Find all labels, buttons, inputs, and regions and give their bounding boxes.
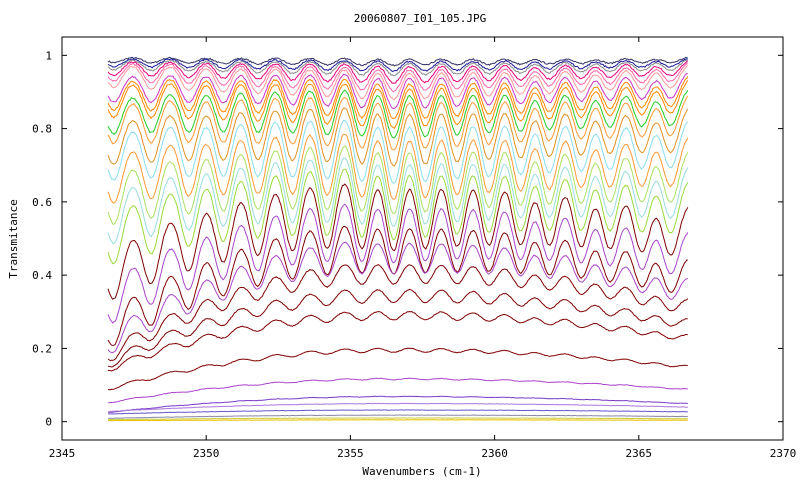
chart-title: 20060807_I01_105.JPG <box>354 12 486 25</box>
x-tick-label: 2370 <box>770 447 797 460</box>
y-tick-label: 1 <box>45 49 52 62</box>
series-line-22 <box>107 264 689 362</box>
series-line-20 <box>107 225 688 346</box>
series-group <box>107 56 689 422</box>
y-axis: 0 0.2 0.4 0.6 0.8 1 <box>32 49 783 429</box>
y-tick-label: 0.8 <box>32 123 52 136</box>
y-tick-label: 0 <box>45 416 52 429</box>
series-line-29 <box>108 409 688 415</box>
x-tick-label: 2360 <box>481 447 508 460</box>
series-line-14 <box>107 133 689 204</box>
series-line-25 <box>107 347 688 391</box>
x-tick-label: 2345 <box>49 447 76 460</box>
series-line-27 <box>108 395 688 413</box>
series-line-26 <box>107 377 688 404</box>
series-line-8 <box>107 76 689 120</box>
series-line-11 <box>107 95 689 151</box>
plot-frame <box>61 36 784 441</box>
series-line-10 <box>107 89 689 139</box>
series-line-6 <box>107 64 689 100</box>
x-tick-label: 2355 <box>337 447 364 460</box>
series-line-17 <box>107 168 689 265</box>
series-line-21 <box>107 241 688 354</box>
series-line-13 <box>107 119 689 184</box>
series-line-1 <box>107 56 688 67</box>
series-line-19 <box>107 203 689 324</box>
x-axis-label: Wavenumbers (cm-1) <box>362 465 481 478</box>
series-line-4 <box>107 61 688 84</box>
series-line-30 <box>108 414 688 419</box>
series-line-5 <box>107 63 688 93</box>
x-tick-label: 2365 <box>626 447 653 460</box>
y-tick-label: 0.2 <box>32 342 52 355</box>
series-line-12 <box>107 107 689 167</box>
series-line-31 <box>108 417 688 421</box>
y-tick-label: 0.4 <box>32 269 52 282</box>
series-line-3 <box>107 59 688 77</box>
series-line-2 <box>107 58 688 73</box>
series-line-16 <box>107 157 689 245</box>
series-line-7 <box>107 72 688 110</box>
series-line-32 <box>108 419 688 422</box>
series-line-15 <box>107 145 689 225</box>
series-line-9 <box>107 80 689 129</box>
y-axis-label: Transmitance <box>7 199 20 278</box>
x-tick-label: 2350 <box>193 447 220 460</box>
series-line-24 <box>108 310 688 372</box>
series-line-18 <box>107 183 689 301</box>
x-axis: 2345 2350 2355 2360 2365 2370 <box>49 37 797 460</box>
plot-area <box>61 36 784 441</box>
series-line-28 <box>108 402 688 413</box>
series-line-23 <box>108 288 688 368</box>
y-tick-label: 0.6 <box>32 196 52 209</box>
